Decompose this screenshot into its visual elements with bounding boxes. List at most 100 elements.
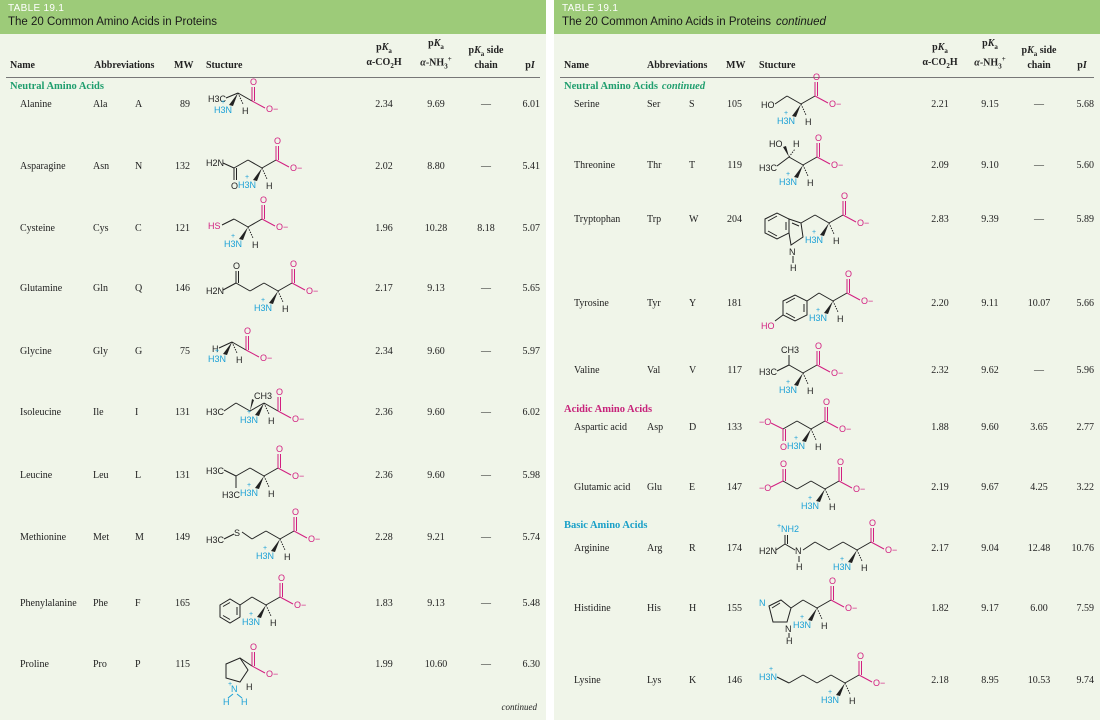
svg-text:HS: HS	[208, 221, 221, 231]
molecular-weight: 131	[175, 470, 190, 481]
pka-alpha-co2h: 2.83	[931, 214, 949, 225]
alpha-carbon: H3N + H	[238, 167, 273, 191]
pka-alpha-nh3: 9.62	[981, 365, 999, 376]
pka-side-chain: 8.18	[477, 223, 495, 234]
svg-text:O: O	[250, 77, 257, 87]
col-mw: MW	[174, 60, 194, 71]
pka-alpha-nh3: 9.39	[981, 214, 999, 225]
pka-side-chain: 10.53	[1027, 675, 1051, 686]
svg-text:H: H	[268, 489, 275, 499]
abbreviation-three-letter: Asn	[93, 161, 110, 172]
isoelectric-point: 5.41	[522, 161, 541, 172]
abbreviation-three-letter: Lys	[647, 675, 662, 686]
svg-text:H3C: H3C	[208, 94, 227, 104]
svg-text:+: +	[828, 689, 832, 696]
svg-text:O: O	[857, 651, 864, 661]
column-headers: Name Abbreviations MW Stucture pKa α-CO2H…	[0, 38, 546, 76]
alpha-carbon: H3N + H	[821, 682, 856, 706]
svg-text:O: O	[274, 136, 281, 146]
isoelectric-point: 2.77	[1076, 422, 1095, 433]
svg-text:H: H	[805, 117, 812, 127]
abbreviation-three-letter: Ser	[647, 99, 661, 110]
molecular-weight: 105	[727, 99, 742, 110]
carboxylate-group: O O−	[829, 576, 857, 613]
svg-text:O: O	[837, 457, 844, 467]
carboxylate-group: O O−	[815, 133, 843, 170]
svg-text:+: +	[800, 614, 804, 621]
svg-text:H: H	[786, 636, 793, 646]
pka-alpha-nh3: 9.69	[427, 99, 445, 110]
pka-side-chain: —	[481, 598, 491, 609]
col-abbreviations: Abbreviations	[94, 60, 155, 71]
svg-text:H3N: H3N	[242, 617, 260, 627]
svg-text:H3N: H3N	[833, 562, 851, 572]
pka-side-chain: —	[481, 283, 491, 294]
svg-text:O−: O−	[885, 545, 897, 555]
alpha-carbon: H3N + H	[833, 549, 868, 573]
abbreviation-three-letter: Val	[647, 365, 661, 376]
alpha-carbon: H3N + H	[779, 372, 814, 396]
abbreviation-one-letter: G	[135, 346, 143, 357]
alpha-carbon: H3N + H	[224, 226, 259, 250]
alpha-carbon: H3N + H	[214, 92, 249, 116]
pka-alpha-nh3: 9.67	[981, 482, 999, 493]
pka-side-chain: 12.48	[1027, 543, 1051, 554]
alpha-carbon: H3N + H	[240, 475, 275, 499]
svg-text:H3C: H3C	[206, 535, 225, 545]
pka-alpha-nh3: 8.95	[981, 675, 999, 686]
svg-text:N: N	[785, 624, 792, 634]
abbreviation-one-letter: F	[135, 598, 141, 609]
pka-side-chain: 10.07	[1027, 298, 1051, 309]
table-title: The 20 Common Amino Acids in Proteins con…	[562, 16, 826, 28]
molecular-weight: 181	[727, 298, 742, 309]
amino-acid-name: Phenylalanine	[20, 598, 77, 609]
abbreviation-one-letter: C	[135, 223, 142, 234]
abbreviation-one-letter: E	[689, 482, 696, 493]
svg-text:+: +	[777, 523, 781, 530]
table-title: The 20 Common Amino Acids in Proteins	[8, 16, 218, 28]
svg-text:N: N	[231, 684, 238, 694]
pka-alpha-nh3: 10.28	[424, 223, 448, 234]
col-pka-side: pKa side chain	[1021, 45, 1057, 71]
abbreviation-three-letter: Ala	[93, 99, 108, 110]
isoelectric-point: 5.68	[1076, 99, 1095, 110]
col-pka-co2h: pKa α-CO2H	[922, 42, 958, 70]
section-basic: Basic Amino Acids	[564, 520, 648, 531]
isoelectric-point: 5.89	[1076, 214, 1095, 225]
pka-alpha-nh3: 9.04	[981, 543, 999, 554]
svg-text:H: H	[270, 618, 277, 628]
svg-text:+: +	[263, 545, 267, 552]
isoelectric-point: 9.74	[1076, 675, 1095, 686]
amino-acid-name: Leucine	[20, 470, 53, 481]
table-header-continued: TABLE 19.1 The 20 Common Amino Acids in …	[554, 0, 1100, 34]
svg-text:N: N	[759, 598, 766, 608]
molecular-weight: 174	[727, 543, 742, 554]
table-number: TABLE 19.1	[562, 3, 619, 14]
pka-side-chain: —	[481, 407, 491, 418]
abbreviation-one-letter: V	[689, 365, 697, 376]
table-header: TABLE 19.1 The 20 Common Amino Acids in …	[0, 0, 546, 34]
svg-text:O−: O−	[829, 99, 841, 109]
abbreviation-three-letter: Glu	[647, 482, 662, 493]
pka-alpha-co2h: 2.21	[931, 99, 949, 110]
abbreviation-one-letter: L	[135, 470, 142, 481]
molecular-weight: 133	[727, 422, 742, 433]
svg-text:H3N: H3N	[801, 501, 819, 511]
abbreviation-three-letter: Gly	[93, 346, 108, 357]
abbreviation-three-letter: Met	[93, 532, 110, 543]
svg-text:O−: O−	[260, 353, 272, 363]
isoelectric-point: 10.76	[1071, 543, 1095, 554]
isoelectric-point: 5.97	[522, 346, 541, 357]
amino-acid-name: Tyrosine	[574, 298, 609, 309]
pka-alpha-co2h: 1.96	[375, 223, 393, 234]
col-abbreviations: Abbreviations	[647, 60, 708, 71]
isoelectric-point: 6.02	[522, 407, 541, 418]
alpha-carbon: H3N + H	[793, 607, 828, 631]
svg-text:O−: O−	[845, 603, 857, 613]
molecular-weight: 75	[180, 346, 190, 357]
svg-text:+: +	[786, 379, 790, 386]
svg-text:H3C: H3C	[222, 490, 241, 500]
svg-text:O: O	[244, 326, 251, 336]
pka-side-chain: —	[481, 99, 491, 110]
amino-acid-name: Serine	[574, 99, 600, 110]
